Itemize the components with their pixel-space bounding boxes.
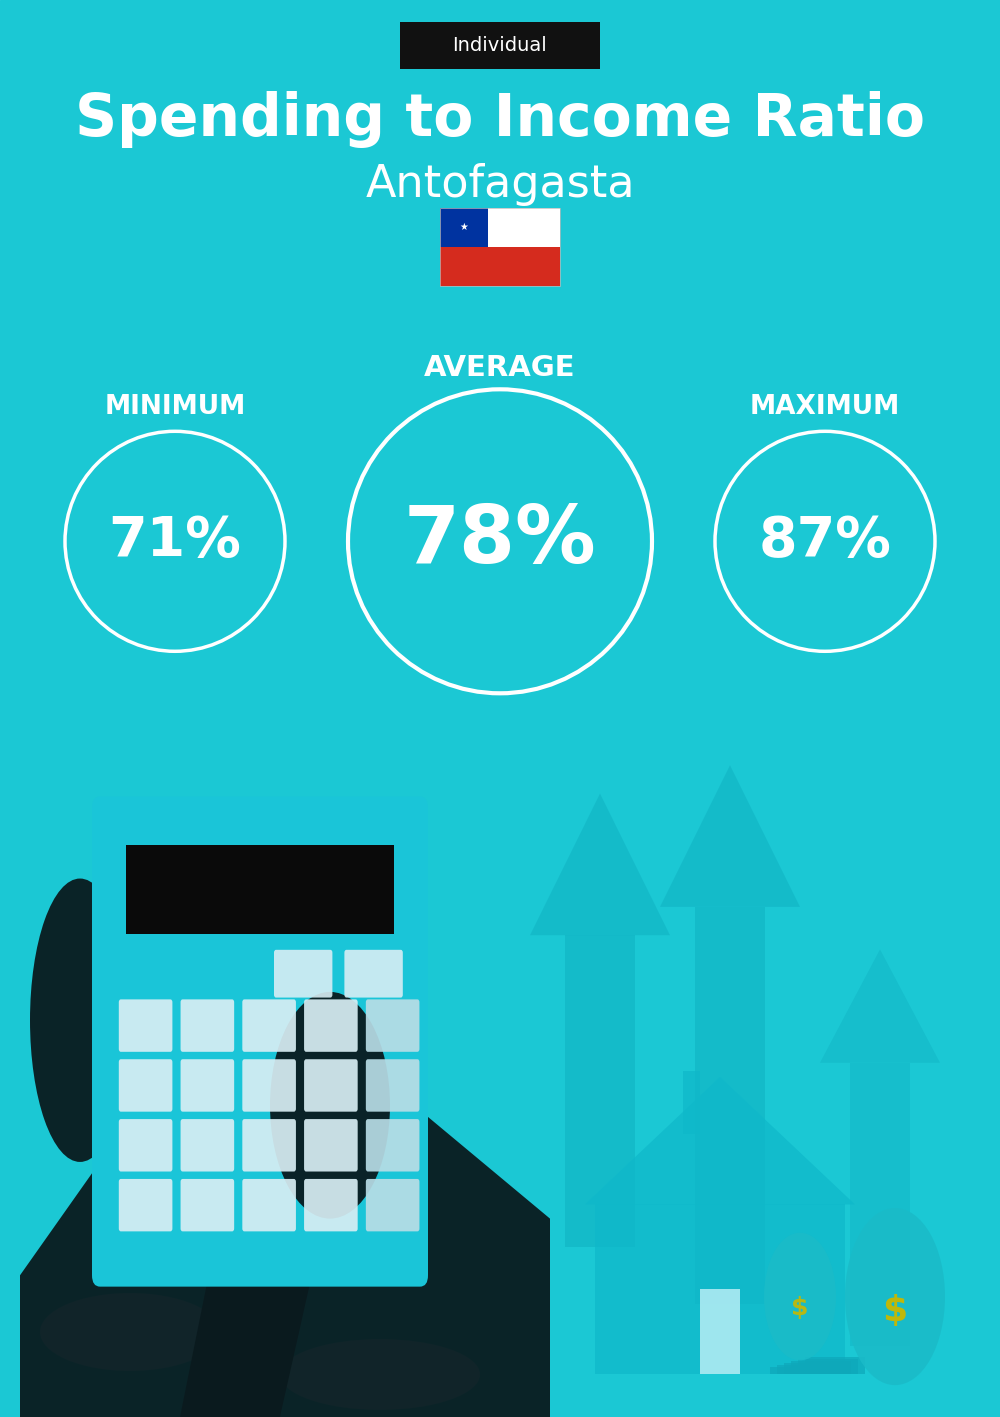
Ellipse shape: [30, 879, 130, 1162]
FancyBboxPatch shape: [119, 1060, 172, 1112]
Bar: [791, 1360, 851, 1374]
Ellipse shape: [270, 992, 390, 1219]
FancyBboxPatch shape: [366, 1060, 419, 1112]
Polygon shape: [585, 1077, 855, 1204]
Polygon shape: [530, 794, 670, 935]
Bar: [777, 1366, 837, 1374]
FancyBboxPatch shape: [366, 1179, 419, 1231]
Bar: [440, 207, 560, 247]
FancyBboxPatch shape: [366, 999, 419, 1051]
Bar: [440, 207, 488, 247]
FancyBboxPatch shape: [304, 1179, 358, 1231]
Bar: [595, 1204, 845, 1374]
FancyBboxPatch shape: [181, 1179, 234, 1231]
Text: Spending to Income Ratio: Spending to Income Ratio: [75, 91, 925, 147]
FancyBboxPatch shape: [400, 21, 600, 68]
Bar: [682, 1071, 700, 1134]
FancyBboxPatch shape: [304, 1119, 358, 1172]
FancyBboxPatch shape: [242, 1179, 296, 1231]
Text: 78%: 78%: [404, 502, 596, 581]
FancyBboxPatch shape: [119, 1119, 172, 1172]
FancyBboxPatch shape: [274, 949, 332, 998]
FancyBboxPatch shape: [242, 1119, 296, 1172]
Bar: [784, 1363, 844, 1374]
Polygon shape: [20, 1020, 350, 1417]
Text: Antofagasta: Antofagasta: [365, 163, 635, 205]
FancyBboxPatch shape: [366, 1119, 419, 1172]
Polygon shape: [660, 765, 800, 907]
Bar: [565, 935, 635, 1247]
Text: $: $: [791, 1297, 809, 1319]
Bar: [850, 1063, 910, 1346]
FancyBboxPatch shape: [304, 999, 358, 1051]
FancyBboxPatch shape: [344, 949, 403, 998]
Text: 87%: 87%: [759, 514, 891, 568]
Text: Individual: Individual: [453, 35, 547, 55]
FancyBboxPatch shape: [242, 999, 296, 1051]
Ellipse shape: [764, 1233, 836, 1360]
Bar: [770, 1367, 830, 1374]
FancyBboxPatch shape: [119, 999, 172, 1051]
FancyBboxPatch shape: [242, 1060, 296, 1112]
Polygon shape: [180, 1077, 550, 1417]
Bar: [440, 247, 560, 285]
FancyBboxPatch shape: [119, 1179, 172, 1231]
Polygon shape: [820, 949, 940, 1063]
Bar: [805, 1357, 865, 1374]
Ellipse shape: [280, 1339, 480, 1410]
Text: ★: ★: [460, 222, 468, 232]
FancyBboxPatch shape: [181, 1060, 234, 1112]
Ellipse shape: [845, 1207, 945, 1386]
Bar: [126, 845, 394, 934]
FancyBboxPatch shape: [181, 1119, 234, 1172]
Ellipse shape: [40, 1292, 220, 1372]
Text: MAXIMUM: MAXIMUM: [750, 394, 900, 419]
Text: 71%: 71%: [109, 514, 241, 568]
FancyBboxPatch shape: [304, 1060, 358, 1112]
FancyBboxPatch shape: [181, 999, 234, 1051]
FancyBboxPatch shape: [92, 796, 428, 1287]
Text: $: $: [882, 1294, 908, 1328]
Bar: [440, 207, 560, 285]
Text: MINIMUM: MINIMUM: [104, 394, 246, 419]
Bar: [798, 1359, 858, 1374]
Bar: [700, 1289, 740, 1374]
Bar: [695, 907, 765, 1304]
Text: AVERAGE: AVERAGE: [424, 354, 576, 383]
